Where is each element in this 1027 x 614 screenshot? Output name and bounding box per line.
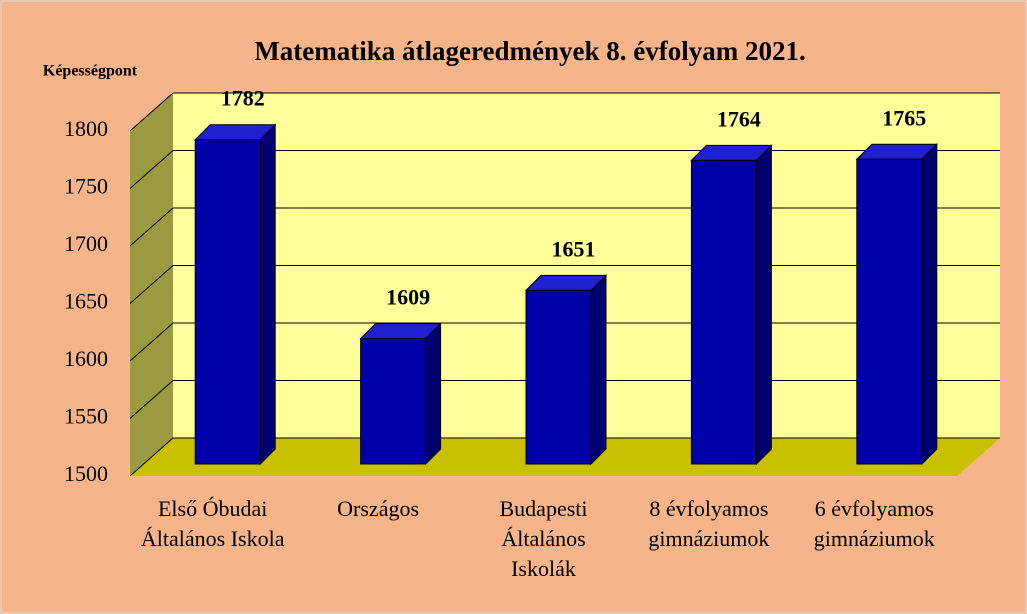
data-label: 1764 (717, 106, 761, 131)
grid-line-side (129, 207, 174, 247)
x-tick-label: Budapesti Általános Iskolák (499, 496, 588, 581)
y-tick-label: 1800 (64, 116, 108, 141)
bar (359, 322, 442, 466)
y-axis-label: Képességpont (43, 63, 138, 80)
y-tick-label: 1750 (64, 174, 108, 199)
y-tick-label: 1550 (64, 404, 108, 429)
grid-line-side (129, 92, 174, 132)
bar-side (425, 322, 442, 466)
bar-front (690, 159, 757, 465)
bar-side (755, 144, 772, 466)
bar-side (259, 123, 276, 466)
data-label: 1651 (552, 236, 596, 261)
bar-front (856, 158, 923, 465)
data-label: 1782 (221, 86, 265, 111)
grid-line-side (129, 437, 174, 477)
bar-side (921, 143, 938, 466)
bar-front (360, 338, 427, 465)
x-tick-label: 6 évfolyamos gimnáziumok (813, 496, 935, 551)
bar-front (525, 289, 592, 465)
y-tick-label: 1650 (64, 289, 108, 314)
y-tick-label: 1500 (64, 461, 108, 486)
x-tick-label: 8 évfolyamos gimnáziumok (648, 496, 770, 551)
bar-side (590, 274, 607, 466)
chart-title: Matematika átlageredmények 8. évfolyam 2… (254, 36, 805, 66)
bar (524, 274, 608, 466)
bar-front (194, 139, 261, 465)
data-label: 1609 (386, 285, 430, 310)
grid-line-side (129, 322, 174, 362)
grid-line-side (129, 150, 174, 189)
grid-line-side (129, 265, 174, 304)
bar (855, 143, 939, 466)
bar (690, 144, 773, 466)
data-label: 1765 (882, 105, 926, 130)
y-tick-label: 1700 (64, 231, 108, 256)
grid-line-side (129, 380, 174, 419)
x-tick-label: Első Óbudai Általános Iskola (140, 496, 285, 551)
bar (193, 123, 277, 466)
x-tick-label: Országos (337, 496, 420, 521)
y-tick-label: 1600 (64, 346, 108, 371)
